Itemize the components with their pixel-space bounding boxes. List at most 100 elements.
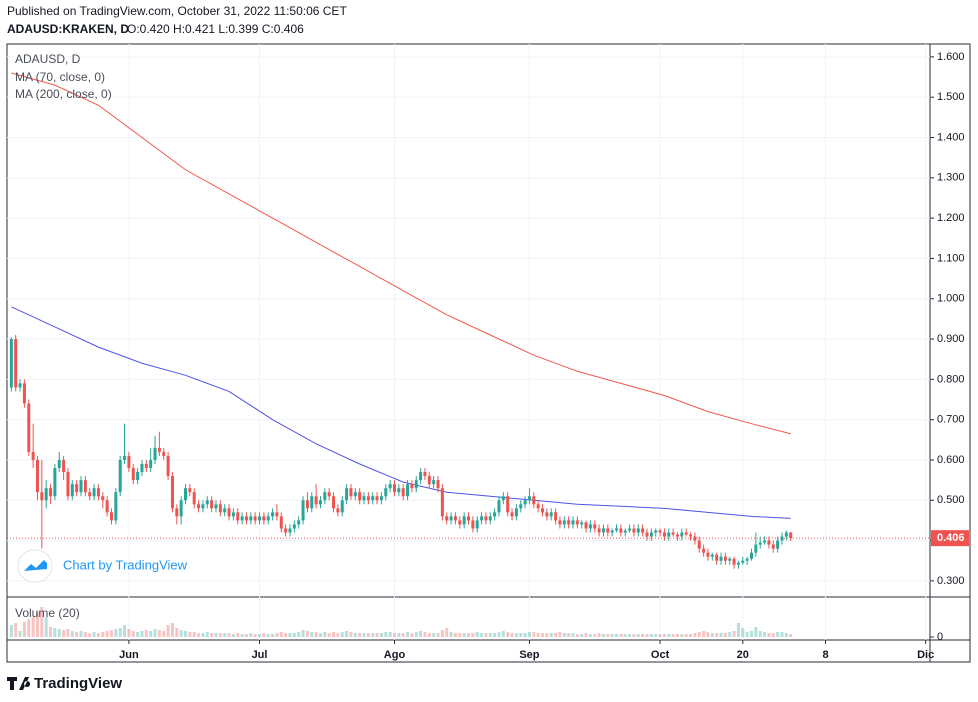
candle-body bbox=[719, 556, 723, 561]
x-tick-label: Jun bbox=[119, 649, 139, 661]
volume-bar bbox=[510, 633, 514, 637]
volume-bar bbox=[109, 630, 113, 637]
candle-body bbox=[83, 480, 87, 493]
volume-bar bbox=[562, 633, 566, 637]
candle-body bbox=[501, 496, 505, 501]
x-tick-label: Sep bbox=[519, 649, 539, 661]
volume-bar bbox=[336, 633, 340, 637]
candle-body bbox=[623, 530, 627, 533]
volume-bar bbox=[75, 632, 79, 637]
volume-bar bbox=[66, 629, 70, 637]
candle-body bbox=[249, 516, 253, 521]
volume-bar bbox=[749, 631, 753, 637]
volume-bar bbox=[736, 623, 740, 637]
candle-body bbox=[767, 540, 771, 545]
volume-bar bbox=[123, 625, 127, 637]
volume-bar bbox=[693, 633, 697, 637]
volume-bar bbox=[14, 623, 18, 637]
volume-bar bbox=[423, 632, 427, 637]
volume-bar bbox=[754, 627, 758, 637]
symbol: ADAUSD:KRAKEN, D bbox=[7, 22, 129, 36]
candle-body bbox=[401, 488, 405, 497]
candle-body bbox=[301, 500, 305, 521]
candle-body bbox=[475, 520, 479, 529]
volume-bar bbox=[554, 633, 558, 637]
candle-body bbox=[645, 532, 649, 537]
volume-bar bbox=[771, 633, 775, 637]
volume-bar bbox=[327, 633, 331, 637]
volume-bar bbox=[392, 633, 396, 637]
candle-body bbox=[527, 496, 531, 501]
candle-body bbox=[162, 451, 166, 456]
candle-body bbox=[662, 532, 666, 537]
candle-body bbox=[571, 520, 575, 525]
candle-body bbox=[601, 528, 605, 533]
candle-body bbox=[318, 500, 322, 505]
candle-body bbox=[763, 540, 767, 543]
y-tick-label: 1.500 bbox=[937, 91, 965, 103]
volume-bar bbox=[480, 633, 484, 637]
y-tick-label: 0.900 bbox=[937, 333, 965, 345]
candle-body bbox=[723, 556, 727, 561]
volume-bar bbox=[105, 631, 109, 637]
volume-bar bbox=[9, 625, 13, 637]
candle-body bbox=[18, 383, 22, 388]
candle-body bbox=[410, 484, 414, 489]
volume-bar bbox=[153, 629, 157, 637]
volume-bar bbox=[497, 632, 501, 637]
volume-bar bbox=[445, 628, 449, 637]
candle-body bbox=[675, 534, 679, 537]
candle-body bbox=[166, 455, 170, 477]
candle-body bbox=[310, 496, 314, 509]
volume-bar bbox=[710, 633, 714, 637]
candle-body bbox=[188, 488, 192, 493]
volume-bar bbox=[462, 633, 466, 637]
volume-bar bbox=[684, 634, 688, 637]
volume-bar bbox=[184, 631, 188, 637]
candle-body bbox=[275, 512, 279, 517]
candle-body bbox=[715, 554, 719, 561]
volume-bar bbox=[253, 634, 257, 637]
candle-body bbox=[776, 540, 780, 549]
candle-body bbox=[70, 484, 74, 497]
volume-bar bbox=[593, 634, 597, 637]
candle-body bbox=[671, 532, 675, 535]
volume-bar bbox=[406, 632, 410, 637]
volume-bar bbox=[27, 619, 31, 637]
candle-body bbox=[27, 403, 31, 452]
candle-body bbox=[784, 532, 788, 537]
volume-bar bbox=[223, 633, 227, 637]
candle-body bbox=[641, 528, 645, 533]
y-tick-label: 0.500 bbox=[937, 494, 965, 506]
candle-body bbox=[118, 459, 122, 493]
volume-bar bbox=[580, 634, 584, 637]
candle-body bbox=[153, 447, 157, 460]
volume-bar bbox=[662, 634, 666, 637]
y-tick-label: 0.700 bbox=[937, 414, 965, 426]
candle-body bbox=[615, 528, 619, 531]
candle-body bbox=[57, 459, 61, 469]
volume-bar bbox=[366, 633, 370, 637]
volume-bar bbox=[162, 631, 166, 637]
volume-bar bbox=[240, 634, 244, 637]
x-tick-label: 8 bbox=[822, 649, 828, 661]
candle-body bbox=[580, 522, 584, 525]
y-tick-label: 1.300 bbox=[937, 172, 965, 184]
volume-bar bbox=[467, 633, 470, 637]
volume-bar bbox=[715, 633, 719, 637]
candle-body bbox=[575, 520, 579, 525]
candle-body bbox=[392, 484, 396, 493]
volume-bar bbox=[414, 632, 418, 637]
volume-bar bbox=[144, 630, 148, 637]
y-tick-label: 1.000 bbox=[937, 293, 965, 305]
last-price-box bbox=[931, 530, 969, 547]
volume-bar bbox=[493, 633, 497, 637]
volume-bar bbox=[266, 634, 270, 637]
candle-body bbox=[689, 534, 693, 537]
volume-title: Volume (20) bbox=[15, 606, 80, 620]
volume-bar bbox=[96, 633, 100, 637]
candle-body bbox=[588, 524, 592, 529]
volume-bar bbox=[188, 632, 192, 637]
marks bbox=[7, 72, 930, 637]
candle-body bbox=[157, 447, 161, 452]
